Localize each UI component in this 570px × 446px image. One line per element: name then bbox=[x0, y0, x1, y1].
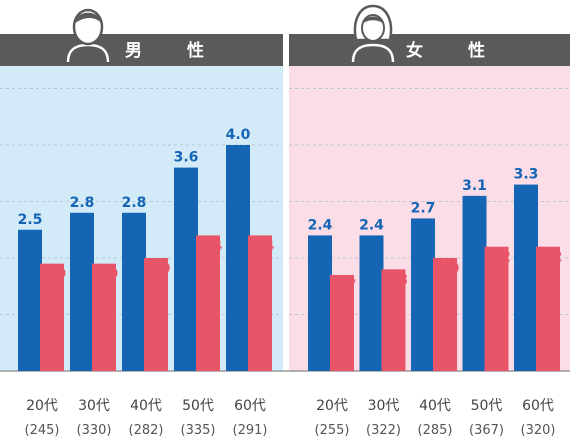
data-label-blue: 2.4 bbox=[308, 217, 333, 233]
bar-blue bbox=[122, 212, 146, 371]
bar-blue bbox=[308, 235, 332, 371]
data-label-blue: 2.8 bbox=[70, 195, 95, 211]
count-label: (291) bbox=[233, 423, 268, 438]
data-label-red: 1.9 bbox=[42, 267, 67, 283]
category-label: 60代 bbox=[522, 398, 554, 414]
count-label: (282) bbox=[129, 423, 164, 438]
bar-red bbox=[330, 274, 354, 371]
count-label: (245) bbox=[25, 423, 60, 438]
count-label: (285) bbox=[418, 423, 453, 438]
data-label-red: 2.0 bbox=[435, 261, 460, 277]
bar-blue bbox=[359, 235, 384, 371]
bar-blue bbox=[514, 184, 538, 371]
bar-blue bbox=[174, 167, 198, 371]
category-label: 50代 bbox=[182, 398, 214, 414]
male-header-bar bbox=[0, 34, 283, 66]
data-label-blue: 3.6 bbox=[174, 150, 199, 166]
data-label-red: 2.2 bbox=[538, 250, 563, 266]
data-label-red: 2.0 bbox=[146, 261, 171, 277]
bar-red bbox=[484, 246, 509, 371]
bar-red bbox=[536, 246, 560, 371]
bar-red bbox=[40, 263, 64, 371]
category-label: 20代 bbox=[316, 398, 348, 414]
label-layer: 2.5 1.9 20代 (245) 2.8 1.9 30代 (330) 2.8 2.0 40代 (28… bbox=[18, 127, 563, 438]
data-label-blue: 3.1 bbox=[462, 178, 487, 194]
data-label-red: 2.2 bbox=[486, 250, 511, 266]
data-label-red: 2.4 bbox=[250, 238, 275, 254]
bar-blue bbox=[70, 212, 94, 371]
category-label: 20代 bbox=[26, 398, 58, 414]
count-label: (330) bbox=[77, 423, 112, 438]
data-label-blue: 2.8 bbox=[122, 195, 147, 211]
bar-blue bbox=[411, 218, 435, 371]
data-label-blue: 2.5 bbox=[18, 212, 43, 228]
category-label: 40代 bbox=[130, 398, 162, 414]
data-label-blue: 2.4 bbox=[359, 217, 384, 233]
data-label-red: 1.7 bbox=[332, 278, 357, 294]
female-person-icon bbox=[351, 4, 395, 63]
bar-red bbox=[92, 263, 116, 371]
bar-blue bbox=[18, 229, 42, 371]
category-label: 40代 bbox=[419, 398, 451, 414]
data-label-blue: 3.3 bbox=[514, 167, 539, 183]
count-label: (335) bbox=[181, 423, 216, 438]
count-label: (322) bbox=[366, 423, 401, 438]
male-person-icon bbox=[66, 8, 110, 63]
female-panel-title: 女 性 bbox=[406, 40, 499, 61]
bar-red bbox=[248, 235, 272, 371]
male-panel-title: 男 性 bbox=[125, 40, 218, 61]
count-label: (320) bbox=[521, 423, 556, 438]
bar-layer bbox=[18, 145, 560, 371]
bar-blue bbox=[226, 145, 250, 371]
category-label: 30代 bbox=[368, 398, 400, 414]
bar-red bbox=[381, 269, 406, 371]
bar-blue bbox=[462, 195, 487, 371]
female-header-bar bbox=[289, 34, 570, 66]
category-label: 50代 bbox=[471, 398, 503, 414]
data-label-blue: 4.0 bbox=[226, 127, 251, 143]
bar-red bbox=[144, 258, 168, 371]
data-label-red: 2.4 bbox=[198, 238, 223, 254]
bar-red bbox=[433, 258, 457, 371]
count-label: (255) bbox=[315, 423, 350, 438]
category-label: 30代 bbox=[78, 398, 110, 414]
count-label: (367) bbox=[469, 423, 504, 438]
bar-red bbox=[196, 235, 220, 371]
data-label-red: 1.9 bbox=[94, 267, 119, 283]
data-label-red: 1.8 bbox=[383, 272, 408, 288]
category-label: 60代 bbox=[234, 398, 266, 414]
data-label-blue: 2.7 bbox=[411, 200, 436, 216]
